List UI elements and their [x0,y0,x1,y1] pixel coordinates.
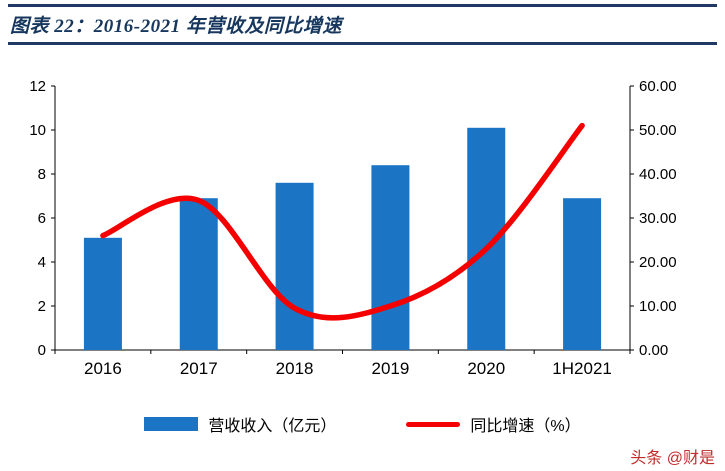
watermark: 头条 @财是 [630,450,715,467]
svg-text:6: 6 [38,210,46,227]
svg-text:8: 8 [38,166,46,183]
svg-text:2020: 2020 [467,359,505,378]
svg-text:50.00: 50.00 [639,122,677,139]
svg-text:12: 12 [29,78,46,95]
header-top-rule [8,4,717,7]
svg-text:2: 2 [38,298,46,315]
svg-text:4: 4 [38,254,46,271]
header-bottom-rule [8,42,717,45]
svg-text:60.00: 60.00 [639,78,677,95]
chart-legend: 营收收入（亿元） 同比增速（%） [0,412,725,436]
svg-text:20.00: 20.00 [639,254,677,271]
legend-line-swatch [406,421,461,427]
svg-text:30.00: 30.00 [639,210,677,227]
chart-header: 图表 22：2016-2021 年营收及同比增速 [8,4,717,45]
legend-growth-label: 同比增速（%） [470,418,581,435]
legend-item-growth: 同比增速（%） [406,412,581,436]
svg-text:2016: 2016 [84,359,122,378]
svg-text:0.00: 0.00 [639,342,668,359]
legend-revenue-label: 营收收入（亿元） [208,418,337,435]
svg-text:2018: 2018 [276,359,314,378]
svg-text:0: 0 [38,342,46,359]
legend-bar-swatch [144,417,199,431]
chart-title: 图表 22：2016-2021 年营收及同比增速 [10,16,342,37]
legend-item-revenue: 营收收入（亿元） [144,412,336,436]
chart-area: 0 2 4 6 8 10 12 0.00 10.00 20.00 30.00 40.00 50.00 60… [0,58,725,403]
svg-text:2019: 2019 [372,359,410,378]
bar-line-chart: 0 2 4 6 8 10 12 0.00 10.00 20.00 30.00 40.00 50.00 60… [29,78,677,378]
svg-text:10.00: 10.00 [639,298,677,315]
svg-text:2017: 2017 [180,359,218,378]
svg-text:10: 10 [29,122,46,139]
svg-text:40.00: 40.00 [639,166,677,183]
svg-text:1H2021: 1H2021 [552,359,612,378]
